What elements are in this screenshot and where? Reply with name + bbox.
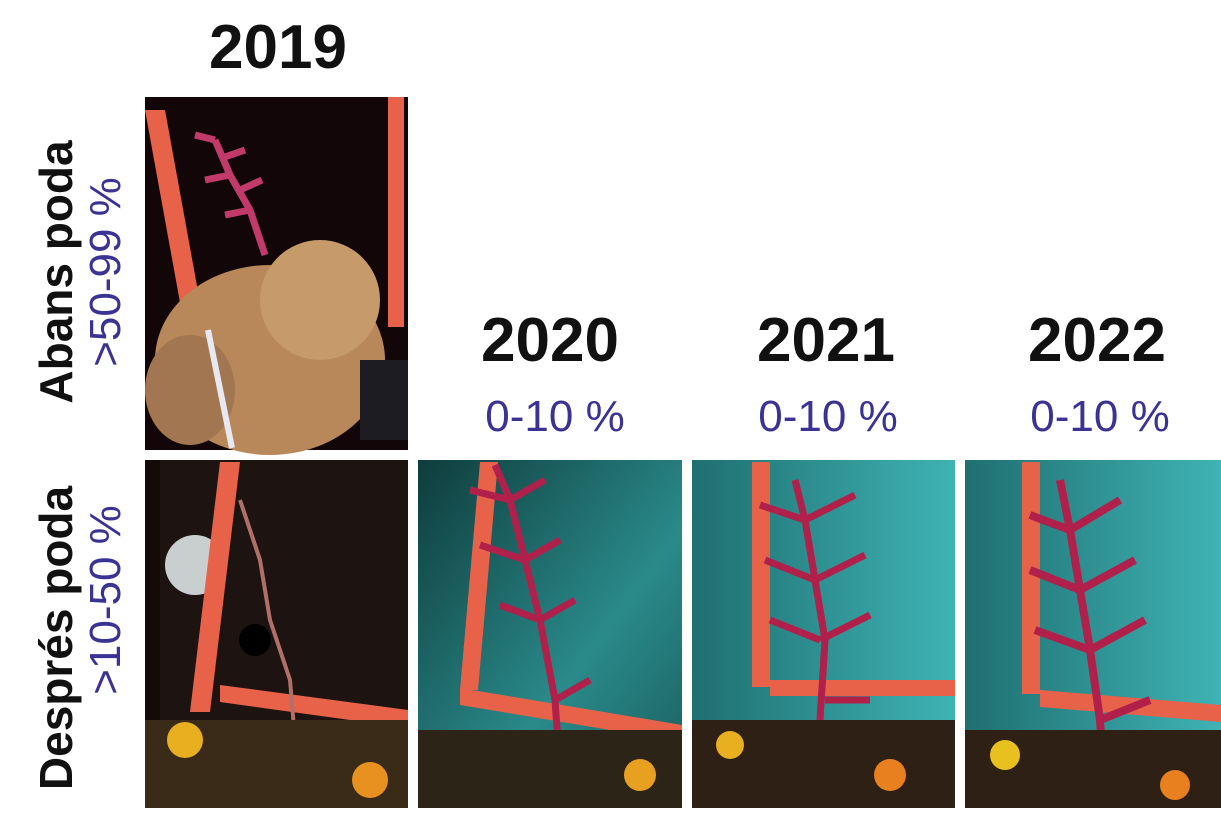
cover-label: 0-10 % (485, 392, 624, 441)
photo (418, 460, 682, 808)
year-label: 2021 (757, 306, 895, 375)
year-label: 2020 (481, 306, 619, 375)
row-label: Abans poda (30, 140, 82, 404)
row-cover: >50-99 % (81, 177, 130, 367)
photo (965, 460, 1221, 808)
row-label: Després poda (30, 485, 82, 790)
photo (692, 460, 955, 808)
cover-label: 0-10 % (1030, 392, 1169, 441)
photo (145, 460, 408, 808)
year-label: 2019 (209, 13, 347, 82)
photo (145, 97, 408, 455)
row-cover: >10-50 % (81, 505, 130, 695)
year-label: 2022 (1028, 306, 1166, 375)
cover-label: 0-10 % (758, 392, 897, 441)
figure: 2019 2020 2021 2022 0-10 % 0-10 % 0-10 %… (0, 0, 1221, 808)
